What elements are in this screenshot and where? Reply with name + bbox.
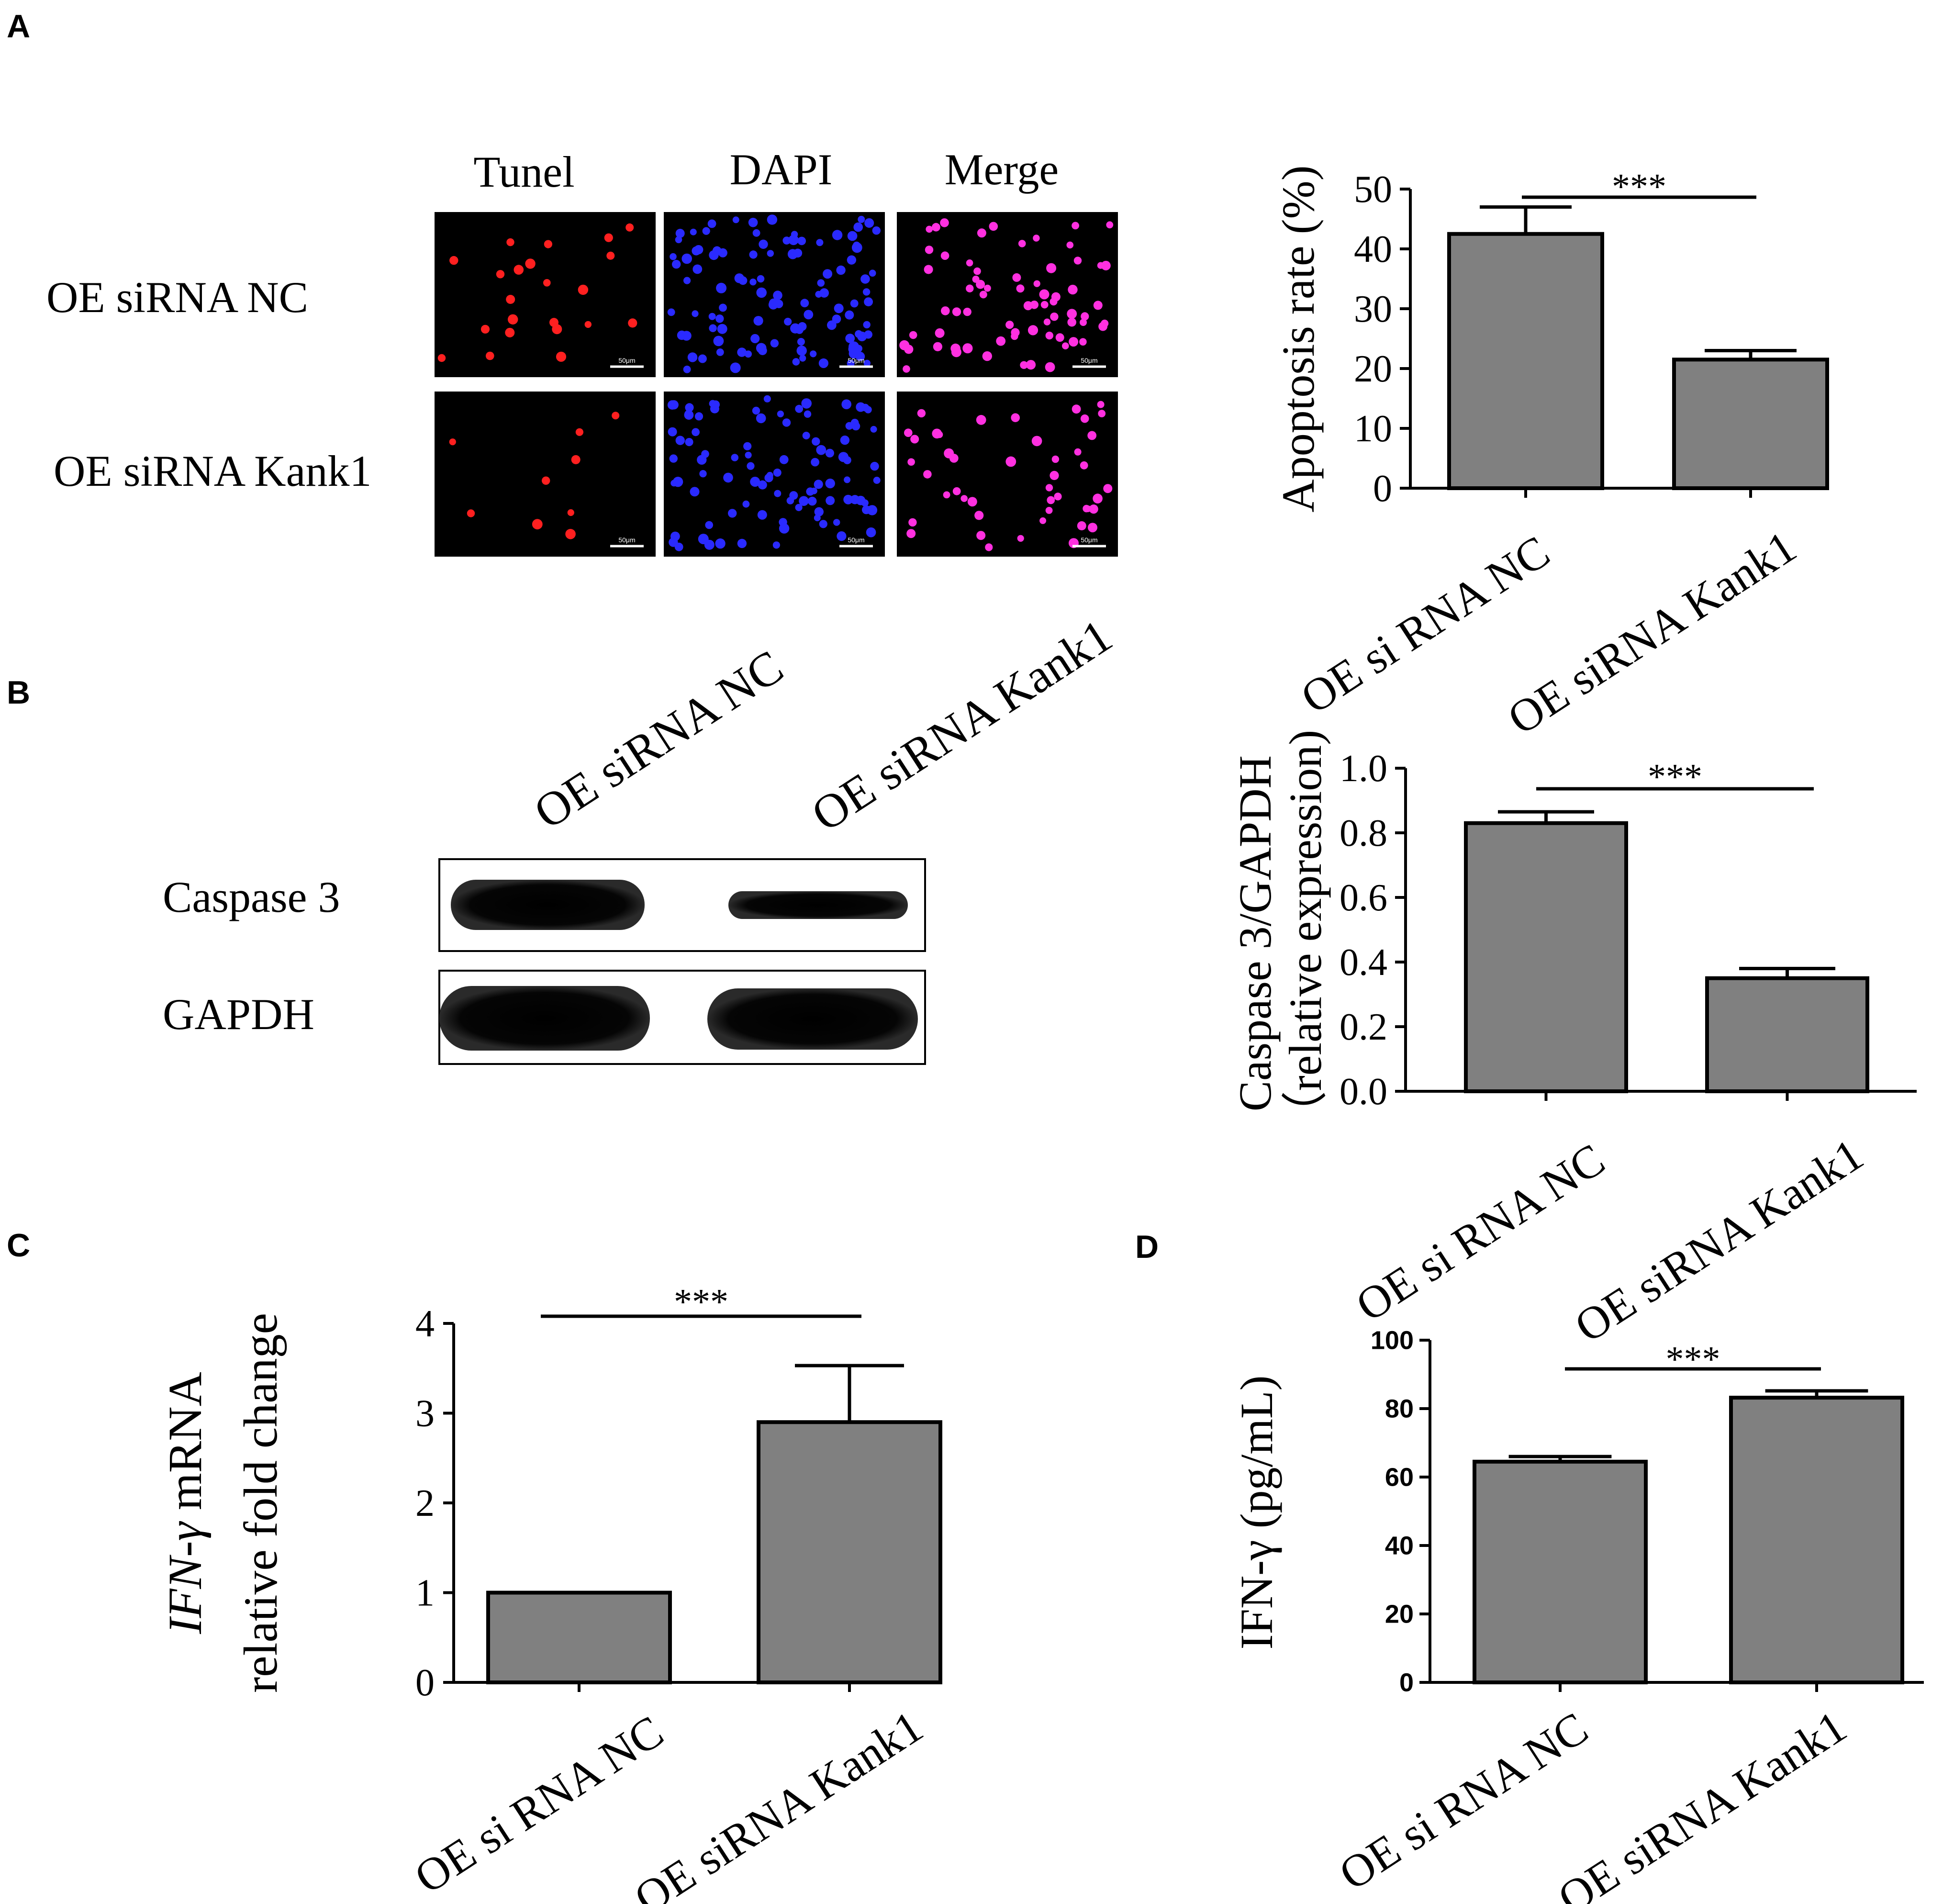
- blot-band-caspase3-kank1: [728, 891, 908, 919]
- lane-label-nc: OE siRNA NC: [525, 640, 793, 840]
- y-tick-label-a-5: 50: [1354, 168, 1392, 211]
- category-label-c-1: OE siRNA Kank1: [625, 1701, 932, 1904]
- y-axis-label-c: IFN-γ mRNA: [158, 1372, 212, 1635]
- col-header-tunel: Tunel: [473, 147, 574, 196]
- y-tick-label-d-1: 20: [1385, 1600, 1414, 1628]
- bar-a-1: [1672, 358, 1829, 490]
- blot-label-caspase3: Caspase 3: [163, 873, 340, 921]
- y-tick-label-d-5: 100: [1371, 1326, 1414, 1355]
- micro-tile-r1-c2: 50μm: [897, 392, 1118, 557]
- blot-band-gapdh-nc: [439, 986, 650, 1051]
- svg-text:50μm: 50μm: [1081, 357, 1097, 364]
- bar-b-1: [1705, 976, 1869, 1093]
- bar-c-1: [757, 1420, 942, 1684]
- significance-mark-d: ***: [1666, 1339, 1720, 1379]
- y-tick-label-a-4: 40: [1354, 228, 1392, 270]
- y-axis-label-d: IFN-γ (pg/mL): [1231, 1376, 1282, 1650]
- panel-letter-c: C: [7, 1227, 30, 1264]
- y-tick-label-c-4: 4: [415, 1303, 435, 1345]
- panel-letter-b: B: [7, 674, 30, 711]
- bar-c-0: [486, 1590, 672, 1684]
- micro-tile-r1-c1: 50μm: [664, 392, 885, 557]
- western-blot: OE siRNA NC OE siRNA Kank1 Caspase 3 GAP…: [163, 609, 1121, 1065]
- svg-text:50μm: 50μm: [1081, 536, 1097, 544]
- microscopy-grid: Tunel DAPI Merge OE siRNA NC OE siRNA Ka…: [46, 145, 1118, 557]
- micro-tile-r0-c0: 50μm: [435, 212, 656, 377]
- y-tick-label-b-4: 0.8: [1340, 812, 1387, 854]
- blot-band-gapdh-kank1: [707, 988, 918, 1050]
- bar-b-0: [1464, 821, 1628, 1093]
- y-tick-label-c-2: 2: [415, 1482, 435, 1524]
- panel-letter-d: D: [1135, 1229, 1159, 1265]
- svg-text:50μm: 50μm: [848, 536, 864, 544]
- category-label-b-1: OE siRNA Kank1: [1566, 1129, 1872, 1352]
- row-label-kank1: OE siRNA Kank1: [54, 447, 371, 495]
- bar-d-0: [1473, 1459, 1648, 1684]
- micro-tile-r1-c0: 50μm: [435, 392, 656, 557]
- y-tick-label-a-1: 10: [1354, 408, 1392, 450]
- micro-tiles: 50μm 50μm 50μm 50μm 50μm 50μm: [435, 212, 1118, 557]
- svg-text:50μm: 50μm: [618, 536, 635, 544]
- micro-tile-r0-c2: 50μm: [897, 212, 1118, 377]
- lane-label-kank1: OE siRNA Kank1: [803, 609, 1121, 841]
- y-tick-label-a-3: 30: [1354, 288, 1392, 330]
- y-tick-label-c-1: 1: [415, 1572, 435, 1614]
- y-tick-label-d-0: 0: [1399, 1668, 1414, 1697]
- y-tick-label-b-2: 0.4: [1340, 941, 1387, 984]
- col-header-dapi: DAPI: [730, 145, 833, 194]
- svg-text:50μm: 50μm: [848, 357, 864, 364]
- panel-letter-a: A: [7, 8, 30, 45]
- y-tick-label-c-3: 3: [415, 1393, 435, 1435]
- bar-a-0: [1447, 232, 1604, 490]
- category-label-b-0: OE si RNA NC: [1347, 1133, 1613, 1332]
- y-tick-label-d-2: 40: [1385, 1531, 1414, 1560]
- row-label-nc: OE siRNA NC: [46, 273, 308, 322]
- category-label-d-0: OE si RNA NC: [1330, 1702, 1597, 1900]
- y-tick-label-d-3: 60: [1385, 1463, 1414, 1491]
- y-tick-label-b-0: 0.0: [1340, 1071, 1387, 1113]
- y-tick-label-a-0: 0: [1373, 468, 1392, 510]
- y-tick-label-d-4: 80: [1385, 1394, 1414, 1423]
- blot-band-caspase3-nc: [451, 880, 645, 930]
- y-tick-label-c-0: 0: [415, 1662, 435, 1704]
- y-tick-label-b-1: 0.2: [1340, 1006, 1387, 1048]
- significance-mark-a: ***: [1612, 167, 1666, 207]
- y-tick-label-a-2: 20: [1354, 348, 1392, 390]
- significance-mark-c: ***: [674, 1282, 728, 1322]
- y-axis-label2-b: （relative expression): [1280, 730, 1331, 1137]
- y-axis-label2-c: relative fold change: [234, 1313, 287, 1693]
- y-tick-label-b-5: 1.0: [1340, 748, 1387, 790]
- svg-text:50μm: 50μm: [618, 357, 635, 364]
- category-label-d-1: OE siRNA Kank1: [1549, 1701, 1855, 1904]
- micro-tile-r0-c1: 50μm: [664, 212, 885, 377]
- y-tick-label-b-3: 0.6: [1340, 877, 1387, 919]
- category-label-c-0: OE si RNA NC: [405, 1705, 672, 1904]
- blot-label-gapdh: GAPDH: [163, 990, 314, 1039]
- col-header-merge: Merge: [945, 145, 1059, 194]
- significance-mark-b: ***: [1648, 757, 1702, 797]
- y-axis-label-a: Apoptosis rate (%): [1273, 165, 1324, 512]
- bar-d-1: [1729, 1396, 1904, 1685]
- y-axis-label-b: Caspase 3/GAPDH: [1229, 755, 1281, 1111]
